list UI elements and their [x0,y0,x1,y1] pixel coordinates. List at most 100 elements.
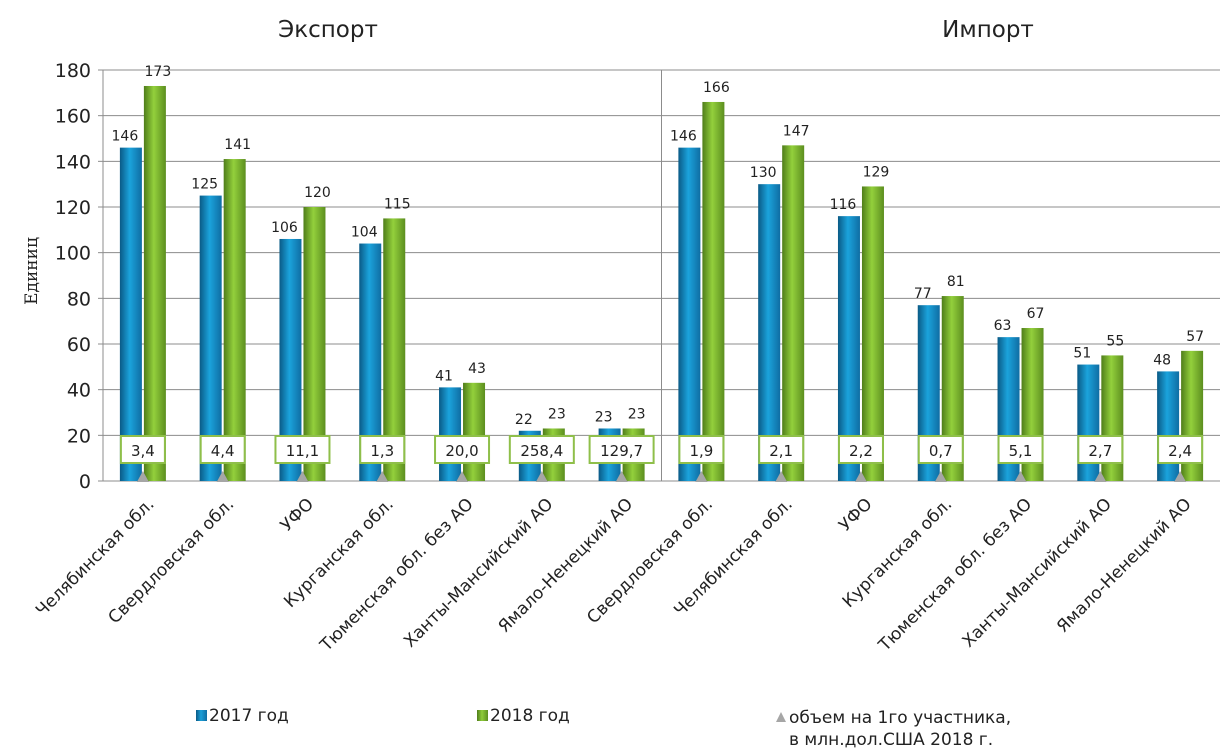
legend-item-2017: 2017 год [196,706,289,726]
bar-2017 [279,238,302,481]
data-label-2017: 77 [914,286,932,302]
axes: 0 20 40 60 80 100 120 140 160 180 [55,60,1220,493]
bar-2018 [223,159,246,482]
x-category-label: Ямало-Ненецкий АО [1053,494,1196,637]
box-label-frame [359,435,406,464]
marker-triangle [296,471,309,482]
y-tick-label: 160 [55,106,91,128]
marker-triangle [456,471,469,482]
bar-2018 [143,85,166,481]
box-label-frame [678,435,725,464]
y-tick-label: 60 [67,334,91,356]
panel-title-import: Импорт [942,17,1034,43]
bar-2017 [678,147,701,481]
data-label-2017: 146 [670,129,697,145]
legend-label-marker-line1: объем на 1го участника, [789,708,1012,728]
y-tick-label: 0 [79,471,91,493]
bar-2017 [1157,371,1180,481]
box-label: 258,4 [520,442,563,460]
y-tick-label: 140 [55,151,91,173]
data-label-2017: 104 [351,225,378,241]
bar-2017 [199,195,222,482]
box-label: 20,0 [445,442,478,460]
y-tick-label: 100 [55,243,91,265]
marker-triangle [535,471,548,482]
x-category-label: Тюменская обл. без АО [316,494,478,656]
data-label-2018: 57 [1186,329,1204,345]
data-label-2018: 129 [863,164,890,180]
box-label: 1,9 [689,442,713,460]
marker-triangle [216,471,229,482]
box-label: 1,3 [370,442,394,460]
data-label-2018: 23 [548,406,566,422]
data-label-2017: 22 [515,412,533,428]
bar-2018 [861,186,884,481]
y-tick-label: 180 [55,60,91,82]
data-label-2017: 106 [271,220,298,236]
box-label-frame [199,435,246,464]
bar-2018 [782,145,805,481]
triangle-icon [776,712,786,722]
box-label: 3,4 [131,442,155,460]
marker-triangle [1094,471,1107,482]
box-label: 11,1 [286,442,319,460]
data-label-2017: 125 [191,177,218,193]
data-label-2018: 166 [703,80,730,96]
data-label-2018: 55 [1106,333,1124,349]
box-label-frame [434,435,491,464]
data-label-2017: 130 [750,165,777,181]
data-label-2017: 63 [994,318,1012,334]
data-label-2018: 120 [304,185,331,201]
bar-2017 [758,184,781,481]
marker-triangle [1174,471,1187,482]
x-category-label: УФО [835,494,876,535]
marker-triangle [775,471,788,482]
bar-2018 [463,382,486,481]
y-tick-label: 120 [55,197,91,219]
data-label-2018: 23 [628,406,646,422]
box-label: 2,2 [849,442,873,460]
box-label-frame [274,435,331,464]
y-tick-label: 80 [67,288,91,310]
legend-swatch-2017 [196,710,207,721]
box-label: 0,7 [929,442,953,460]
data-label-2017: 116 [830,197,857,213]
y-axis-label: Единиц [22,237,42,305]
data-label-2018: 115 [384,196,411,212]
data-label-2017: 41 [435,368,453,384]
data-label-2018: 147 [783,123,810,139]
box-label-frame [508,435,575,464]
marker-triangle [1014,471,1027,482]
box-label-frame [917,435,964,464]
data-label-2017: 51 [1073,346,1091,362]
x-category-label: Ханты-Мансийский АО [959,494,1116,651]
bar-2018 [941,296,964,481]
panel-title-export: Экспорт [278,17,378,43]
data-label-2018: 67 [1027,306,1045,322]
marker-triangle [934,471,947,482]
y-tick-label: 40 [67,380,91,402]
box-label-frame [588,435,655,464]
box-label-frame [758,435,805,464]
bar-2017 [359,243,382,481]
box-label-frame [1077,435,1124,464]
data-label-2017: 23 [595,409,613,425]
x-category-label: УФО [277,494,318,535]
box-label-frame [837,435,884,464]
bar-2017 [439,387,462,481]
x-category-label: Ханты-Мансийский АО [400,494,557,651]
marker-triangle [695,471,708,482]
x-category-label: Тюменская обл. без АО [874,494,1036,656]
marker-triangle [615,471,628,482]
legend-item-marker: объем на 1го участника, в млн.дол.США 20… [776,707,1011,751]
bar-2018 [383,218,406,481]
y-tick-label: 20 [67,425,91,447]
marker-triangle [376,471,389,482]
legend-swatch-2018 [477,710,488,721]
legend-label-2017: 2017 год [209,706,289,726]
box-label: 5,1 [1009,442,1033,460]
box-label: 2,1 [769,442,793,460]
x-category-label: Ямало-Ненецкий АО [495,494,638,637]
data-label-2018: 43 [468,361,486,377]
